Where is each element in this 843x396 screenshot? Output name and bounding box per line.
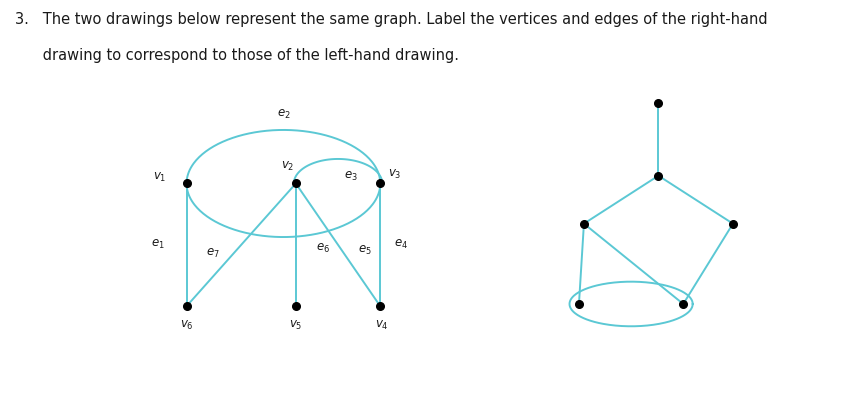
Text: $e_1$: $e_1$ (151, 238, 164, 251)
Text: $e_4$: $e_4$ (395, 238, 408, 251)
Text: $v_4$: $v_4$ (375, 319, 389, 332)
Text: $e_6$: $e_6$ (315, 242, 330, 255)
Text: $e_3$: $e_3$ (344, 170, 357, 183)
Text: $v_1$: $v_1$ (153, 171, 167, 185)
Text: drawing to correspond to those of the left-hand drawing.: drawing to correspond to those of the le… (15, 48, 459, 63)
Text: $e_5$: $e_5$ (358, 244, 372, 257)
Text: $v_3$: $v_3$ (389, 168, 402, 181)
Text: $v_5$: $v_5$ (289, 319, 303, 332)
Text: $e_7$: $e_7$ (206, 247, 219, 260)
Text: $v_6$: $v_6$ (180, 319, 193, 332)
Text: $v_2$: $v_2$ (282, 160, 294, 173)
Text: $e_2$: $e_2$ (277, 108, 290, 121)
Text: 3.   The two drawings below represent the same graph. Label the vertices and edg: 3. The two drawings below represent the … (15, 12, 768, 27)
